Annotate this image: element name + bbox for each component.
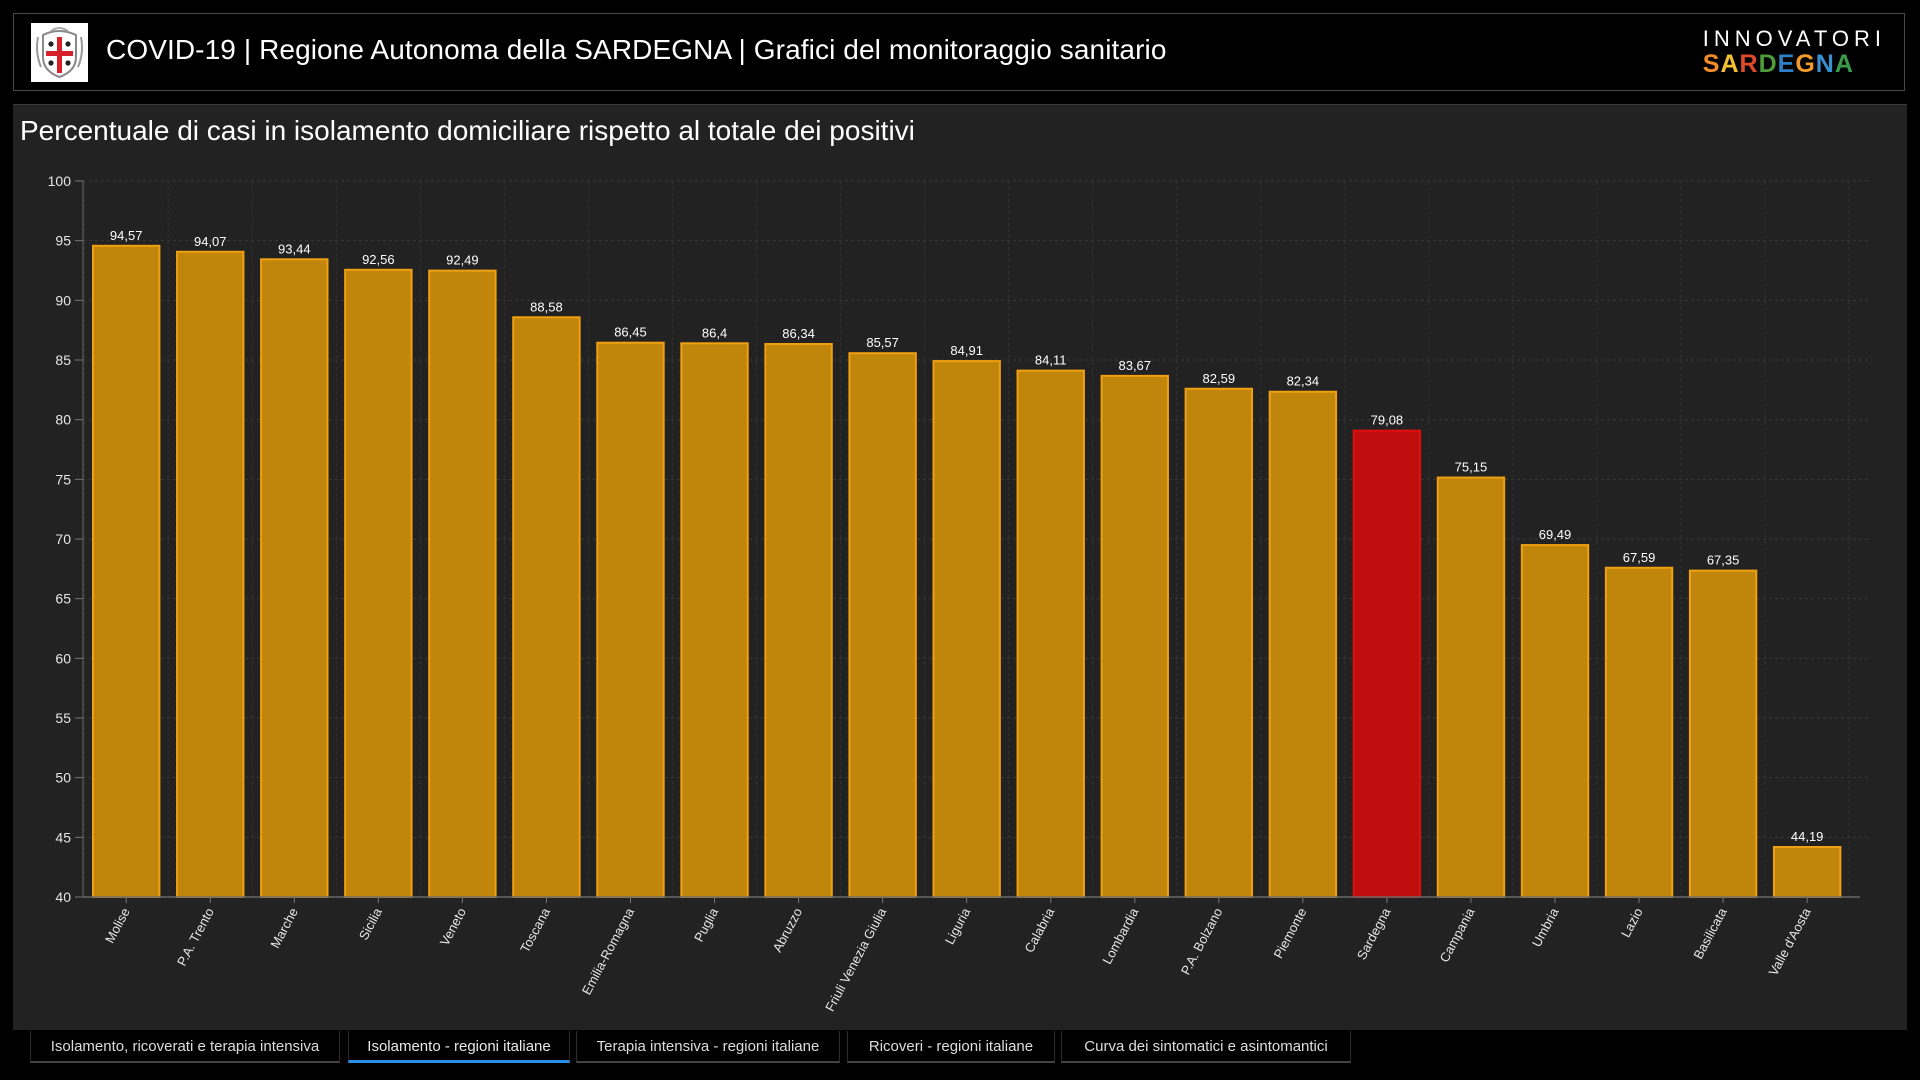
x-tick-label: Umbria — [1529, 905, 1562, 950]
y-tick-label: 40 — [55, 889, 71, 905]
data-label: 75,15 — [1455, 460, 1488, 475]
bar-puglia — [680, 342, 749, 898]
brand-letter: A — [1720, 50, 1740, 78]
bar-basilicata — [1688, 569, 1758, 898]
x-tick-label: Veneto — [437, 905, 469, 948]
data-label: 67,59 — [1623, 550, 1656, 565]
bar-chart: 40 45 50 55 60 65 70 75 80 85 90 95 100 94,57 Molise 94… — [48, 173, 1868, 1014]
data-label: 94,57 — [110, 228, 143, 243]
x-tick-label: Friuli Venezia Giulia — [822, 905, 890, 1014]
y-tick-label: 85 — [55, 352, 71, 368]
chart-panel: Percentuale di casi in isolamento domici… — [13, 104, 1907, 1030]
tab-terapia-intensiva-regioni-italiane[interactable]: Terapia intensiva - regioni italiane — [576, 1031, 840, 1063]
bar-abruzzo — [764, 343, 833, 898]
app-title: COVID-19 | Regione Autonoma della SARDEG… — [106, 34, 1167, 65]
bar-molise — [92, 244, 161, 899]
data-label: 67,35 — [1707, 553, 1740, 568]
x-tick-label: Piemonte — [1270, 905, 1309, 961]
tab-curva-dei-sintomatici-e-asintomantici[interactable]: Curva dei sintomatici e asintomantici — [1061, 1031, 1351, 1063]
x-tick-label: Emilia-Romagna — [579, 905, 638, 998]
data-label: 85,57 — [866, 335, 899, 350]
brand-bottom-text: SARDEGNA — [1703, 50, 1886, 79]
app-header: COVID-19 | Regione Autonoma della SARDEG… — [13, 13, 1905, 91]
bar-piemonte — [1268, 390, 1338, 898]
bar-marche — [260, 258, 329, 899]
y-tick-label: 80 — [55, 412, 71, 428]
tab-ricoveri-regioni-italiane[interactable]: Ricoveri - regioni italiane — [847, 1031, 1055, 1063]
x-tick-label: Puglia — [691, 905, 722, 945]
x-tick-label: P.A. Trento — [174, 905, 217, 968]
y-tick-label: 95 — [55, 233, 71, 249]
bar-lazio — [1604, 566, 1674, 898]
x-tick-label: Calabria — [1021, 905, 1057, 955]
data-label: 93,44 — [278, 241, 311, 256]
tab-isolamento-ricoverati-e-terapia-intensiva[interactable]: Isolamento, ricoverati e terapia intensi… — [30, 1031, 340, 1063]
data-label: 86,4 — [702, 325, 727, 340]
sardinia-crest-icon — [31, 23, 88, 82]
data-label: 92,56 — [362, 252, 395, 267]
chart-title: Percentuale di casi in isolamento domici… — [20, 115, 915, 146]
x-tick-label: Basilicata — [1690, 905, 1730, 962]
x-tick-label: Abruzzo — [770, 905, 806, 954]
y-tick-label: 100 — [48, 173, 72, 189]
bar-sicilia — [344, 268, 413, 898]
data-label: 82,59 — [1203, 371, 1236, 386]
x-tick-label: Campania — [1437, 905, 1478, 965]
data-label: 82,34 — [1287, 374, 1320, 389]
y-tick-label: 55 — [55, 710, 71, 726]
bar-campania — [1436, 476, 1506, 898]
data-label: 83,67 — [1118, 358, 1151, 373]
bar-calabria — [1016, 369, 1085, 898]
data-label: 86,34 — [782, 326, 815, 341]
data-label: 94,07 — [194, 234, 227, 249]
x-tick-label: Lombardia — [1099, 905, 1141, 967]
x-tick-label: Liguria — [942, 905, 974, 947]
x-tick-label: Marche — [267, 905, 301, 950]
data-label: 84,11 — [1035, 353, 1067, 368]
y-tick-label: 75 — [55, 471, 71, 487]
bar-valle-d-aosta — [1772, 845, 1842, 898]
data-label: 88,58 — [530, 299, 563, 314]
bar-umbria — [1520, 544, 1590, 898]
x-tick-label: Molise — [102, 905, 133, 945]
bar-emilia-romagna — [596, 341, 665, 899]
x-tick-label: P.A. Bolzano — [1178, 905, 1226, 977]
bar-friuli-venezia-giulia — [848, 352, 917, 898]
brand-letter: N — [1815, 50, 1835, 78]
bar-toscana — [512, 316, 581, 898]
innovatori-sardegna-logo: INNOVATORI SARDEGNA — [1703, 26, 1886, 79]
brand-letter: E — [1777, 50, 1796, 78]
bar-sardegna — [1352, 429, 1422, 898]
y-tick-label: 65 — [55, 591, 71, 607]
tab-isolamento-regioni-italiane[interactable]: Isolamento - regioni italiane — [348, 1031, 570, 1063]
y-tick-label: 70 — [55, 531, 71, 547]
bar-veneto — [428, 269, 497, 899]
brand-letter: D — [1758, 50, 1778, 78]
brand-letter: G — [1795, 50, 1816, 78]
data-label: 92,49 — [446, 253, 479, 268]
y-tick-label: 45 — [55, 829, 71, 845]
data-label: 86,45 — [614, 325, 647, 340]
y-tick-label: 90 — [55, 292, 71, 308]
x-tick-label: Lazio — [1618, 905, 1646, 939]
data-label: 44,19 — [1791, 829, 1824, 844]
x-tick-label: Sicilia — [356, 905, 386, 943]
brand-top-text: INNOVATORI — [1702, 26, 1886, 51]
data-label: 69,49 — [1539, 527, 1572, 542]
brand-letter: S — [1702, 50, 1721, 78]
x-tick-label: Toscana — [517, 905, 553, 955]
x-tick-label: Sardegna — [1354, 905, 1394, 963]
data-label: 84,91 — [950, 343, 983, 358]
bar-liguria — [932, 360, 1001, 899]
bar-p-a-bolzano — [1184, 387, 1254, 898]
bar-lombardia — [1100, 374, 1169, 898]
y-tick-label: 50 — [55, 770, 71, 786]
bar-p-a-trento — [176, 250, 245, 899]
brand-letter: R — [1739, 50, 1759, 78]
y-tick-label: 60 — [55, 650, 71, 666]
x-tick-label: Valle d'Aosta — [1766, 905, 1815, 979]
brand-letter: A — [1834, 50, 1854, 78]
data-label: 79,08 — [1371, 413, 1404, 428]
